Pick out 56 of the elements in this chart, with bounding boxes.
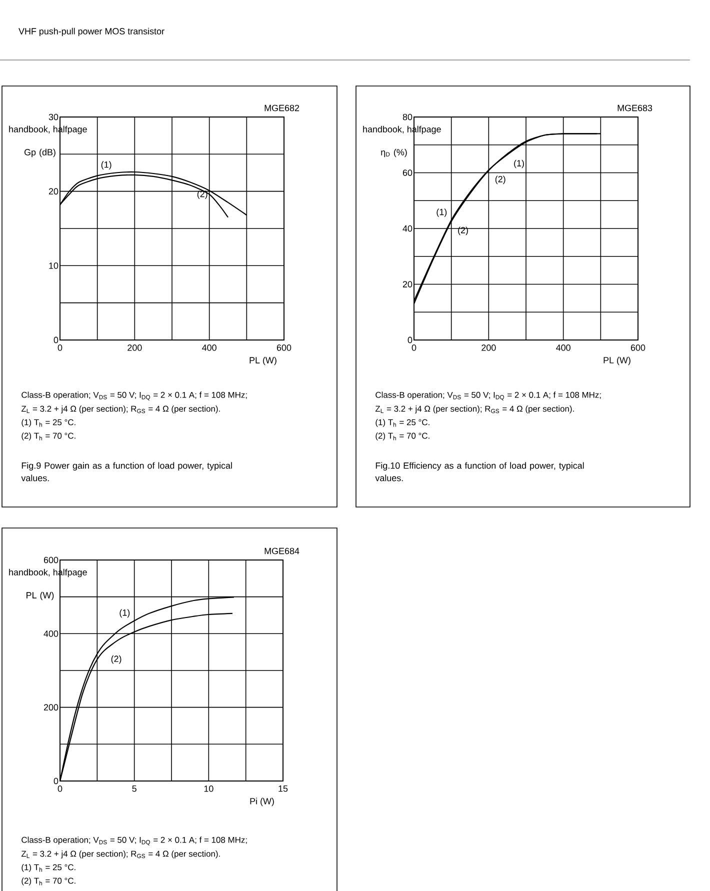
text: (1) T$_{h}$ = 25 °C. [376, 419, 430, 427]
annotation: (1) [514, 160, 524, 168]
y-tick-label: 0 [408, 336, 412, 344]
y-tick-label: 10 [49, 262, 58, 269]
x-tick-label: 400 [202, 344, 216, 351]
text: Z$_{L}$ = 3.2 + j4 Ω (per section); R$_{GS}$ = 4 Ω (per section). [375, 406, 574, 414]
text: (2) T$_{h}$ = 70 °C. [22, 432, 76, 440]
annotation: (2) [495, 176, 506, 184]
x-tick-label: 400 [556, 344, 570, 351]
text: MGE683 [618, 104, 652, 112]
y-tick-label: 40 [402, 225, 412, 232]
y-tick-label: 400 [44, 630, 58, 637]
y-tick-label: 80 [402, 114, 412, 120]
text: (1) T$_{h}$ = 25 °C. [22, 864, 76, 872]
text: (2) T$_{h}$ = 70 °C. [22, 878, 76, 886]
y-tick-label: 30 [48, 114, 58, 120]
x-tick-label: 0 [58, 786, 62, 792]
y-tick-label: 20 [48, 188, 58, 195]
text: (1) T$_{h}$ = 25 °C. [22, 419, 76, 427]
x-tick-label: 10 [204, 786, 214, 792]
x-axis-title: PL (W) [250, 356, 276, 366]
text: Fig.10 Efficiency as a function of load power, typical values. [375, 462, 584, 482]
text: Fig.9 Power gain as a function of load power, typical values. [21, 462, 232, 482]
y-tick-label: 20 [402, 281, 412, 288]
x-tick-label: 600 [630, 344, 646, 351]
x-axis-title: PL (W) [604, 356, 630, 366]
x-tick-label: 200 [128, 344, 142, 351]
y-tick-label: 0 [54, 336, 58, 344]
text: Class-B operation; V$_{DS}$ = 50 V; I$_{DQ}$ = 2 × 0.1 A; f = 108 MHz; [22, 392, 247, 400]
text: Z$_{L}$ = 3.2 + j4 Ω (per section); R$_{GS}$ = 4 Ω (per section). [21, 850, 220, 858]
x-tick-label: 600 [276, 344, 292, 351]
x-tick-label: 5 [132, 786, 136, 792]
text: Class-B operation; V$_{DS}$ = 50 V; I$_{DQ}$ = 2 × 0.1 A; f = 108 MHz; [22, 836, 247, 846]
x-tick-label: 200 [482, 344, 496, 351]
y-tick-label: 200 [44, 704, 58, 711]
y-axis-title: Gp (dB) [24, 148, 56, 158]
x-tick-label: 0 [58, 344, 62, 351]
annotation: (2) [111, 655, 122, 664]
annotation: (1) [101, 161, 112, 170]
y-tick-label: 600 [44, 556, 58, 564]
y-axis-title: PL (W) [26, 592, 54, 600]
annotation: (1) [436, 208, 447, 217]
x-tick-label: 15 [278, 786, 288, 792]
y-tick-label: 60 [402, 170, 412, 176]
text: Z$_{L}$ = 3.2 + j4 Ω (per section); R$_{GS}$ = 4 Ω (per section). [21, 406, 220, 414]
text: Class-B operation; V$_{DS}$ = 50 V; I$_{DQ}$ = 2 × 0.1 A; f = 108 MHz; [376, 392, 601, 400]
x-tick-label: 0 [412, 344, 416, 351]
chart-subtitle: VHF push-pull power MOS transistor [18, 28, 164, 36]
x-axis-title: Pi (W) [250, 798, 274, 806]
y-tick-label: 0 [54, 778, 58, 784]
text: MGE684 [264, 548, 300, 554]
annotation: (1) [120, 609, 130, 618]
y-axis-title: η$_{D}$ (%) [381, 148, 407, 158]
text: MGE682 [264, 104, 300, 112]
annotation: (2) [458, 226, 468, 236]
text: (2) T$_{h}$ = 70 °C. [376, 432, 430, 440]
